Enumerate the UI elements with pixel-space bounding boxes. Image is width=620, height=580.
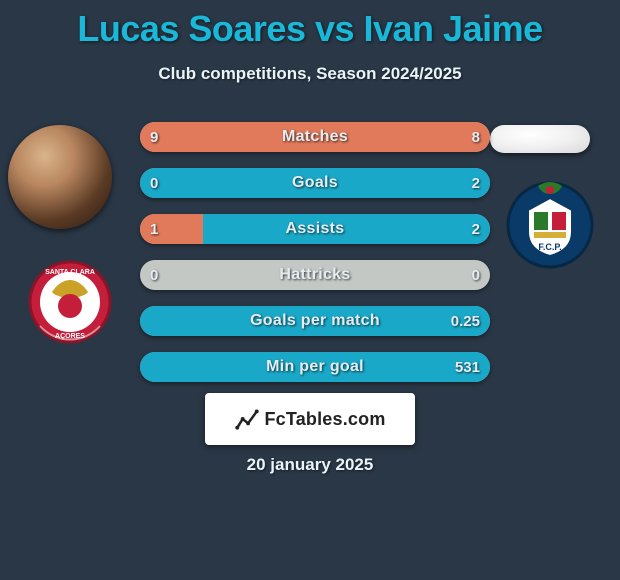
stat-row: Goals0 2 (140, 168, 490, 198)
svg-text:SANTA CLARA: SANTA CLARA (45, 269, 95, 276)
footer-date: 20 january 2025 (0, 455, 620, 475)
svg-text:F.C.P.: F.C.P. (538, 242, 561, 252)
footer-logo: FcTables.com (205, 393, 415, 445)
stat-value-right: 2 (472, 168, 480, 198)
player-right-avatar (490, 125, 590, 153)
club-badge-left: SANTA CLARA AÇORES (20, 260, 120, 344)
stat-value-right: 8 (472, 122, 480, 152)
stat-row: Hattricks0 0 (140, 260, 490, 290)
page-title: Lucas Soares vs Ivan Jaime (0, 0, 620, 50)
stat-label: Goals (140, 168, 490, 198)
stat-value-right: 531 (455, 352, 480, 382)
stat-label: Hattricks (140, 260, 490, 290)
stat-value-right: 2 (472, 214, 480, 244)
stat-label: Min per goal (140, 352, 490, 382)
svg-text:AÇORES: AÇORES (55, 333, 85, 340)
subtitle: Club competitions, Season 2024/2025 (0, 64, 620, 84)
stats-container: Matches98Goals02Assists12Hattricks00Goal… (140, 122, 490, 398)
stat-value-left: 0 (150, 168, 158, 198)
footer-logo-text: FcTables.com (264, 409, 385, 430)
player-left-avatar (8, 125, 112, 229)
stat-value-left: 9 (150, 122, 158, 152)
club-badge-right: F.C.P. (500, 170, 600, 270)
stat-row: Matches9 8 (140, 122, 490, 152)
stat-row: Assists1 2 (140, 214, 490, 244)
stat-value-right: 0 (472, 260, 480, 290)
stat-label: Assists (140, 214, 490, 244)
stat-value-right: 0.25 (451, 306, 480, 336)
chart-icon (234, 406, 260, 432)
stat-value-left: 0 (150, 260, 158, 290)
stat-row: Goals per match0.25 (140, 306, 490, 336)
stat-label: Goals per match (140, 306, 490, 336)
stat-label: Matches (140, 122, 490, 152)
stat-row: Min per goal531 (140, 352, 490, 382)
stat-value-left: 1 (150, 214, 158, 244)
